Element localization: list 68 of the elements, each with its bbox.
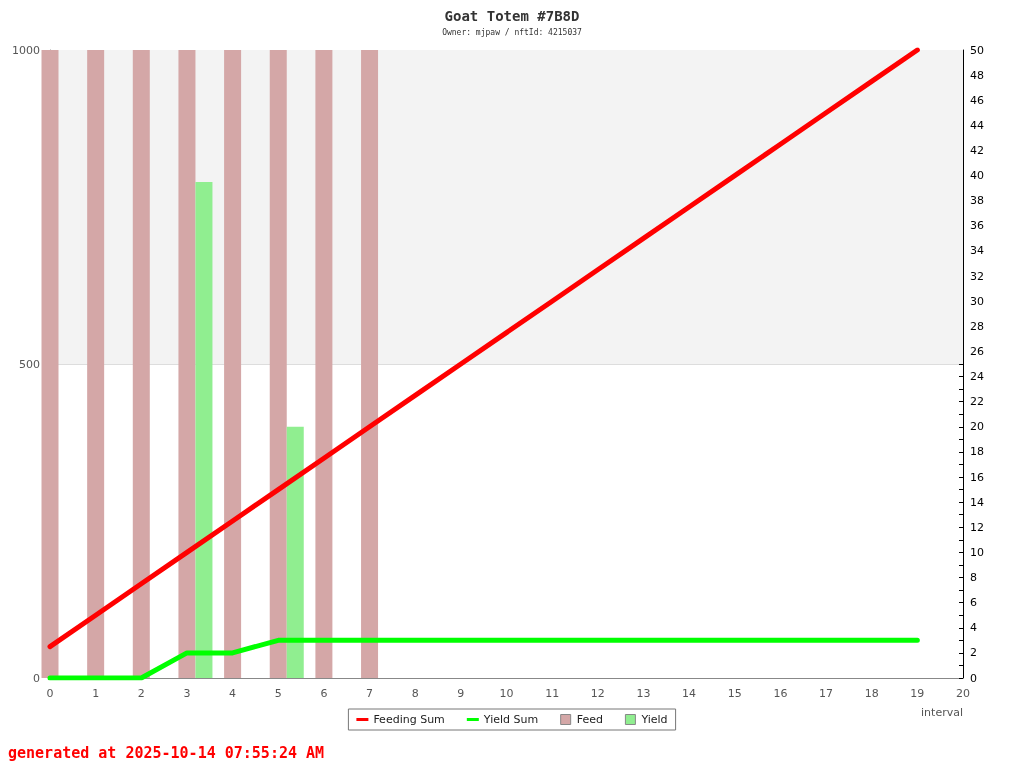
x-tick-label: 8 (411, 687, 419, 700)
x-tick-label: 1 (92, 687, 100, 700)
x-tick-label: 5 (274, 687, 282, 700)
x-tick-label: 16 (773, 687, 788, 700)
x-tick-label: 4 (229, 687, 237, 700)
x-tick-label: 12 (590, 687, 605, 700)
y2-tick-label: 42 (970, 143, 984, 157)
x-tick-label: 2 (137, 687, 145, 700)
y2-tick-label: 28 (970, 319, 984, 333)
x-tick-label: 7 (366, 687, 374, 700)
y2-tick-label: 14 (970, 495, 984, 509)
y2-tick-label: 26 (970, 344, 984, 358)
y2-tick-label: 16 (970, 470, 984, 484)
y2-tick-label: 10 (970, 545, 984, 559)
x-tick-label: 11 (545, 687, 560, 700)
x-axis-title: interval (921, 706, 963, 719)
x-tick-label: 9 (457, 687, 465, 700)
x-tick-label: 15 (727, 687, 742, 700)
x-tick-label: 14 (682, 687, 697, 700)
chart-subtitle: Owner: mjpaw / nftId: 4215037 (442, 27, 583, 37)
y-tick-label: 500 (19, 357, 40, 371)
chart-title: Goat Totem #7B8D (444, 8, 580, 24)
y2-tick-label: 34 (970, 244, 984, 258)
y2-tick-label: 46 (970, 93, 984, 107)
bar (224, 50, 242, 678)
legend-label: Feeding Sum (373, 713, 445, 726)
x-tick-label: 13 (636, 687, 651, 700)
legend-label: Feed (576, 713, 603, 726)
text: generated at 2025-10-14 07:55:24 AM (8, 743, 325, 762)
x-tick-label: 19 (910, 687, 925, 700)
y2-tick-label: 20 (970, 420, 984, 434)
y2-tick-label: 36 (970, 219, 984, 233)
y2-tick-label: 0 (970, 671, 977, 685)
y2-tick-label: 40 (970, 169, 984, 183)
bar (87, 50, 105, 678)
bar (315, 50, 333, 678)
bar (132, 50, 150, 678)
legend-label: Yield Sum (482, 713, 539, 726)
x-tick-label: 3 (183, 687, 191, 700)
bar (286, 426, 304, 678)
y2-tick-label: 32 (970, 269, 984, 283)
y2-tick-label: 30 (970, 294, 984, 308)
x-tick-label: 17 (819, 687, 834, 700)
y2-tick-label: 22 (970, 395, 984, 409)
bar (195, 181, 213, 678)
y2-tick-label: 38 (970, 194, 984, 208)
y2-tick-label: 2 (970, 646, 977, 660)
y2-tick-label: 8 (970, 571, 977, 585)
bar (361, 50, 379, 678)
bar (41, 50, 59, 678)
x-tick-label: 18 (864, 687, 879, 700)
legend-label: Yield (640, 713, 668, 726)
y-tick-label: 0 (33, 671, 40, 685)
y2-tick-label: 12 (970, 520, 984, 534)
x-tick-label: 0 (46, 687, 54, 700)
bar (178, 50, 196, 678)
y2-tick-label: 18 (970, 445, 984, 459)
x-tick-label: 10 (499, 687, 514, 700)
x-tick-label: 20 (956, 687, 970, 700)
y2-tick-label: 6 (970, 596, 977, 610)
bar (269, 50, 287, 678)
y2-tick-label: 48 (970, 68, 984, 82)
x-tick-label: 6 (320, 687, 328, 700)
y2-tick-label: 50 (970, 43, 984, 57)
y2-tick-label: 44 (970, 118, 984, 132)
y2-tick-label: 4 (970, 621, 977, 635)
y-tick-label: 1000 (12, 43, 40, 57)
y2-tick-label: 24 (970, 370, 984, 384)
